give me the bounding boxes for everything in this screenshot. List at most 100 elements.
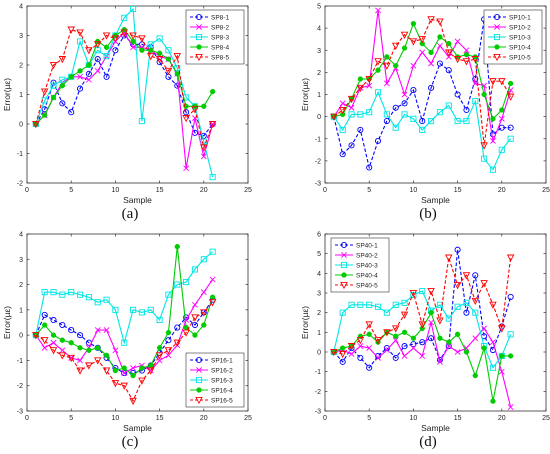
data-point-sp10-2 <box>410 62 417 69</box>
data-point-sp8-4 <box>68 74 74 80</box>
data-point-sp8-4 <box>42 112 48 118</box>
data-point-sp10-5 <box>427 16 435 24</box>
y-tick-label: 2 <box>19 282 23 289</box>
data-point-sp10-5 <box>400 31 409 39</box>
data-point-sp40-5 <box>453 282 462 290</box>
data-point-sp40-3 <box>454 303 461 310</box>
data-point-sp40-4 <box>481 345 487 351</box>
y-axis-label: Error(µε) <box>2 78 12 111</box>
y-tick-label: 0 <box>19 333 23 340</box>
y-tick-label: 3 <box>19 257 23 264</box>
data-point-sp10-5 <box>374 58 382 66</box>
data-point-sp16-5 <box>76 367 84 375</box>
data-point-sp40-5 <box>409 289 418 298</box>
data-point-sp40-5 <box>347 343 356 351</box>
data-point-sp40-3 <box>366 301 373 308</box>
legend-label: SP40-2 <box>356 252 378 259</box>
data-point-sp16-1 <box>68 327 75 334</box>
data-point-sp10-3 <box>374 89 382 96</box>
y-tick-label: 0 <box>317 114 321 121</box>
data-point-sp40-4 <box>490 398 496 404</box>
data-point-sp8-5 <box>76 29 84 37</box>
y-tick-label: 5 <box>317 4 321 11</box>
panel-label-d: (d) <box>419 434 437 450</box>
y-tick-label: 1 <box>19 92 23 99</box>
data-point-sp40-5 <box>498 325 506 333</box>
data-point-sp10-1 <box>507 124 514 131</box>
data-point-sp16-5 <box>85 362 93 370</box>
data-point-sp40-5 <box>506 254 515 262</box>
data-point-sp16-5 <box>111 380 120 388</box>
data-point-sp16-2 <box>192 301 198 308</box>
data-point-sp10-3 <box>392 124 399 131</box>
y-tick-label: 3 <box>19 33 23 40</box>
data-point-sp10-3 <box>339 126 346 133</box>
data-point-sp10-2 <box>490 138 496 144</box>
data-point-sp40-3 <box>348 301 355 308</box>
data-point-sp40-3 <box>419 287 426 295</box>
data-point-sp16-5 <box>191 314 199 322</box>
series-line-sp40-5 <box>333 257 512 355</box>
data-point-sp16-5 <box>58 352 67 360</box>
data-point-sp16-4 <box>165 329 172 336</box>
y-tick-label: 0 <box>19 122 23 129</box>
data-point-sp10-1 <box>401 100 408 107</box>
data-point-sp16-3 <box>103 296 110 303</box>
data-point-sp16-3 <box>68 289 75 296</box>
legend: SP40-1 SP40-2 SP40-3 SP40-4 SP40-5 <box>330 237 390 293</box>
data-point-sp8-4 <box>201 103 207 109</box>
data-point-sp8-4 <box>209 88 216 95</box>
data-point-sp10-3 <box>410 115 417 122</box>
data-point-sp8-3 <box>174 64 181 71</box>
data-point-sp10-4 <box>401 45 408 51</box>
y-tick-label: 2 <box>317 310 321 317</box>
data-point-sp10-5 <box>338 106 347 115</box>
y-tick-label: 1 <box>19 307 23 314</box>
data-point-sp10-2 <box>339 100 346 107</box>
data-point-sp8-3 <box>156 35 163 42</box>
legend: SP10-1 SP10-2 SP10-3 SP10-4 SP10-5 <box>483 9 543 65</box>
data-point-sp16-5 <box>182 329 190 337</box>
x-tick-label: 5 <box>69 415 73 422</box>
data-point-sp16-5 <box>32 332 40 340</box>
data-point-sp40-4 <box>499 353 505 359</box>
data-point-sp8-1 <box>94 56 101 63</box>
x-tick-label: 15 <box>156 415 164 422</box>
data-point-sp8-5 <box>111 35 120 43</box>
y-tick-label: 4 <box>19 232 23 239</box>
data-point-sp8-5 <box>67 26 75 34</box>
x-tick-label: 10 <box>112 415 120 422</box>
data-point-sp40-2 <box>472 335 479 342</box>
data-point-sp40-3 <box>401 299 408 306</box>
y-tick-label: -1 <box>17 358 23 365</box>
y-tick-label: 2 <box>19 63 23 70</box>
data-point-sp40-2 <box>375 354 381 361</box>
data-point-sp40-2 <box>401 353 408 359</box>
data-point-sp10-5 <box>365 75 373 84</box>
data-point-sp40-5 <box>436 317 444 325</box>
data-point-sp10-1 <box>357 126 364 133</box>
data-point-sp10-1 <box>436 60 443 67</box>
data-point-sp8-4 <box>103 44 110 50</box>
data-point-sp10-5 <box>506 93 515 101</box>
series-line-sp10-1 <box>333 19 511 170</box>
data-point-sp16-3 <box>121 339 128 346</box>
data-point-sp16-4 <box>130 372 136 379</box>
data-point-sp16-1 <box>191 321 199 329</box>
data-point-sp10-1 <box>454 91 461 98</box>
data-point-sp10-4 <box>340 111 346 118</box>
x-tick-label: 25 <box>542 187 550 194</box>
data-point-sp10-3 <box>401 111 408 118</box>
panel-label-a: (a) <box>122 206 139 222</box>
data-point-sp10-3 <box>507 135 514 142</box>
data-point-sp16-3 <box>174 281 181 288</box>
data-point-sp40-2 <box>437 358 443 365</box>
data-point-sp10-4 <box>463 52 470 58</box>
legend-label: SP40-4 <box>356 272 378 279</box>
data-point-sp10-4 <box>446 40 452 47</box>
data-point-sp40-4 <box>428 310 434 316</box>
legend-label: SP10-5 <box>509 54 531 61</box>
x-tick-label: 15 <box>454 415 462 422</box>
legend-marker <box>340 281 348 290</box>
legend-label: SP16-4 <box>211 387 233 394</box>
